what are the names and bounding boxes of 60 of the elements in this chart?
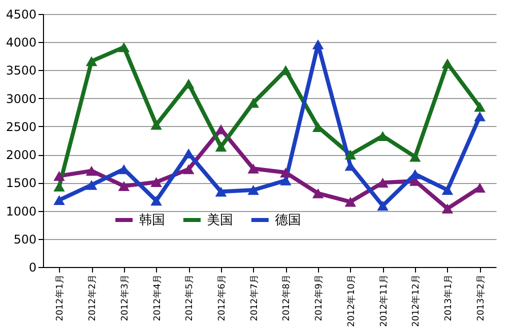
point [377, 131, 388, 141]
legend-label: 德国 [275, 213, 301, 228]
point [215, 142, 227, 152]
x-tick-label: 2012年1月 [54, 274, 66, 322]
x-tick-label: 2013年2月 [475, 274, 486, 322]
x-tick-label: 2012年9月 [314, 274, 325, 322]
point [53, 195, 65, 206]
y-tick-label: 4500 [6, 8, 36, 22]
point [312, 39, 324, 50]
point [248, 98, 260, 108]
point [86, 180, 98, 190]
x-tick-label: 2012年6月 [216, 274, 228, 322]
x-tick-label: 2012年7月 [248, 274, 260, 322]
x-tick-label: 2012年10月 [346, 274, 357, 327]
point [118, 42, 130, 52]
point [150, 120, 162, 130]
point [182, 78, 194, 89]
y-tick-label: 1000 [6, 204, 36, 218]
x-tick-label: 2012年2月 [87, 274, 98, 322]
point [53, 170, 65, 181]
point [150, 177, 162, 188]
point [86, 56, 98, 66]
point [442, 204, 454, 214]
point [442, 58, 454, 68]
y-tick-label: 0 [28, 260, 36, 274]
y-tick-label: 2500 [6, 120, 36, 134]
y-tick-label: 500 [14, 232, 36, 246]
point [248, 164, 260, 174]
point [150, 196, 162, 206]
y-tick-label: 2000 [6, 148, 36, 162]
point [312, 188, 324, 198]
x-tick-label: 2012年11月 [378, 274, 390, 327]
legend-label: 美国 [207, 212, 233, 228]
point [215, 186, 227, 197]
y-tick-label: 3500 [6, 64, 36, 78]
point [182, 164, 194, 174]
point [377, 200, 388, 211]
y-tick-label: 1500 [6, 176, 36, 190]
y-tick-label: 3000 [6, 92, 36, 106]
point [377, 178, 388, 188]
point [474, 182, 486, 193]
point [248, 185, 260, 195]
x-tick-label: 2012年3月 [119, 274, 130, 322]
x-tick-label: 2012年8月 [281, 274, 292, 322]
point [86, 166, 98, 176]
point [280, 168, 292, 178]
point [118, 181, 130, 191]
point [474, 102, 486, 112]
point [474, 111, 486, 122]
x-tick-label: 2012年12月 [410, 274, 422, 327]
point [344, 150, 356, 160]
x-tick-label: 2012年5月 [184, 274, 196, 322]
point [409, 152, 421, 162]
point [344, 196, 356, 207]
point [442, 185, 454, 195]
legend-label: 韩国 [139, 213, 165, 228]
x-tick-label: 2012年4月 [152, 274, 163, 322]
point [280, 175, 292, 186]
y-tick-label: 4000 [6, 36, 36, 50]
x-tick-label: 2013年1月 [442, 274, 454, 322]
